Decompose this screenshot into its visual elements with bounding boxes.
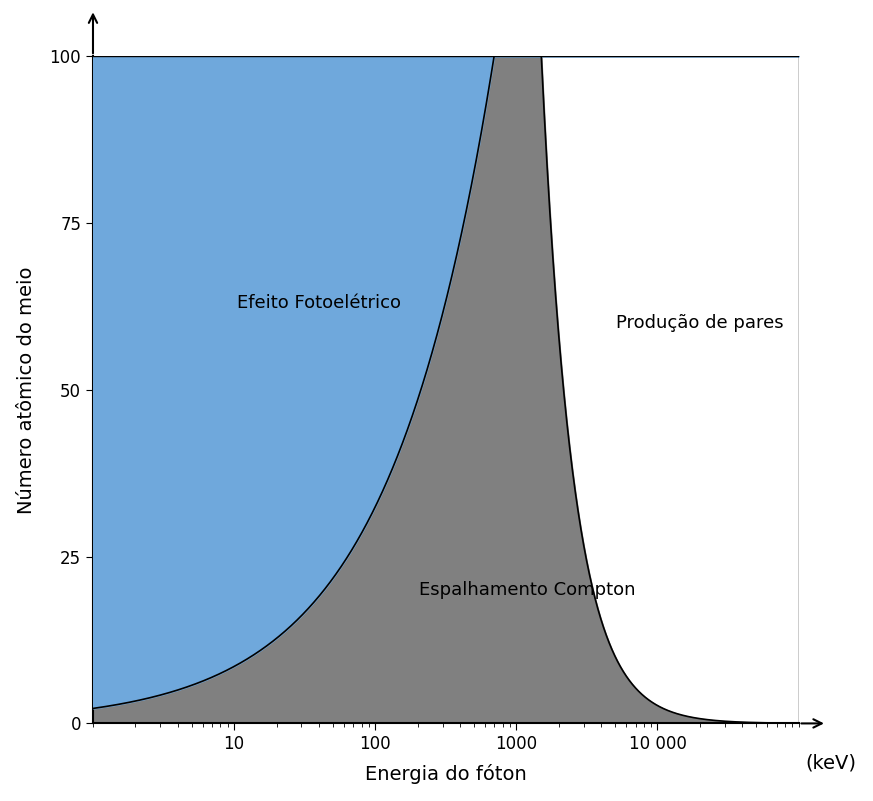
Y-axis label: Número atômico do meio: Número atômico do meio: [17, 266, 36, 513]
Text: Efeito Fotoelétrico: Efeito Fotoelétrico: [237, 294, 401, 312]
Text: (keV): (keV): [806, 754, 856, 772]
Text: Espalhamento Compton: Espalhamento Compton: [419, 581, 636, 599]
X-axis label: Energia do fóton: Energia do fóton: [365, 764, 526, 784]
Text: Produção de pares: Produção de pares: [616, 314, 784, 332]
